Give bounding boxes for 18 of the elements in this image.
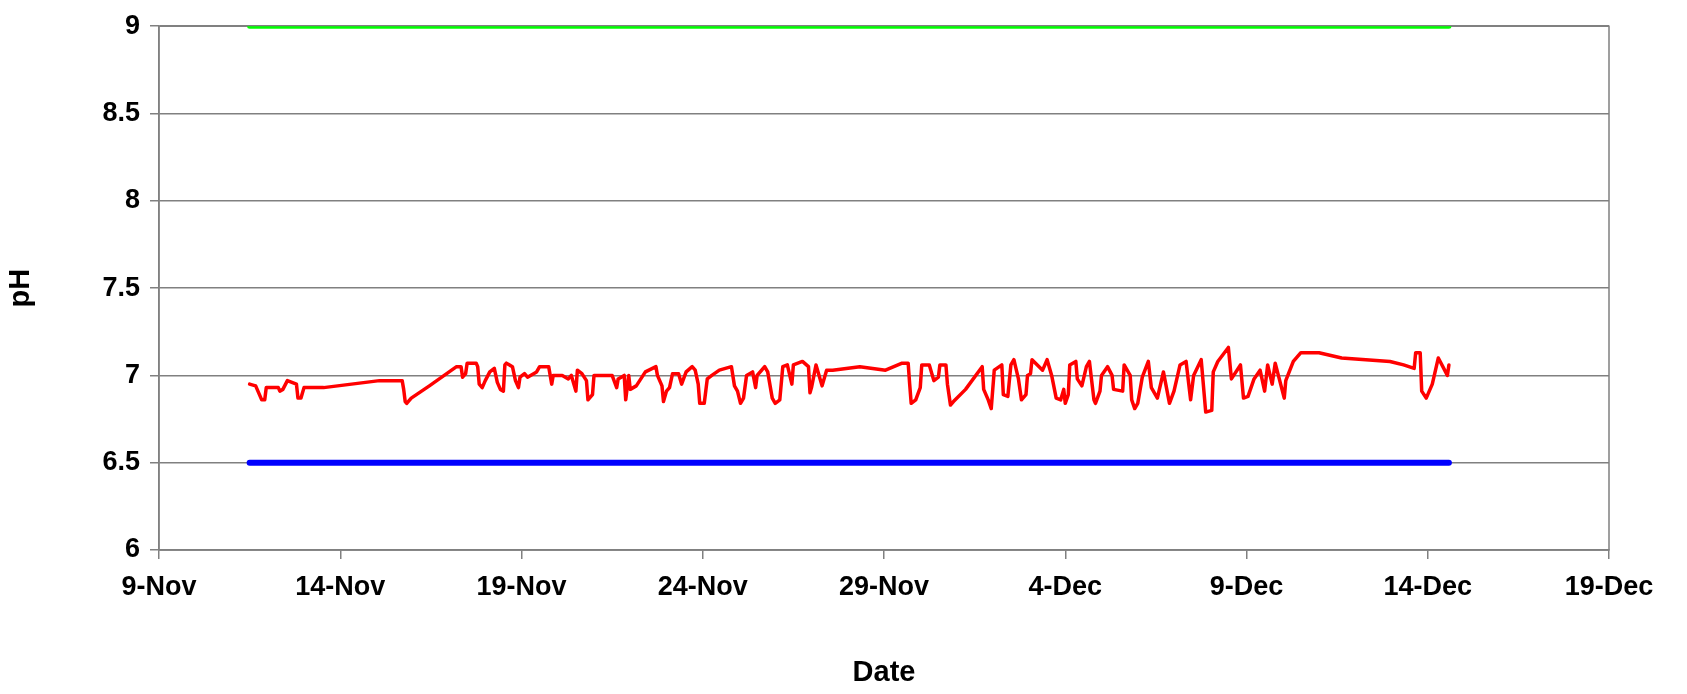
y-tick-label: 7 [124, 358, 140, 389]
x-tick-label: 9-Nov [121, 570, 197, 601]
x-tick-label: 9-Dec [1209, 570, 1284, 601]
y-tick-label: 7.5 [102, 271, 140, 302]
y-tick-label: 6 [124, 533, 140, 564]
x-tick-label: 19-Dec [1564, 570, 1654, 601]
y-tick-label: 6.5 [102, 446, 140, 477]
x-tick-label: 14-Dec [1383, 570, 1473, 601]
x-axis-title: Date [852, 654, 916, 687]
x-tick-label: 24-Nov [657, 570, 748, 601]
x-tick-label: 4-Dec [1028, 570, 1103, 601]
y-tick-label: 9 [124, 9, 140, 40]
y-tick-label: 8 [124, 184, 140, 215]
x-tick-label: 14-Nov [295, 570, 386, 601]
y-tick-label: 8.5 [102, 96, 140, 127]
y-axis-title: pH [3, 268, 36, 308]
x-tick-label: 19-Nov [476, 570, 567, 601]
x-tick-label: 29-Nov [838, 570, 930, 601]
